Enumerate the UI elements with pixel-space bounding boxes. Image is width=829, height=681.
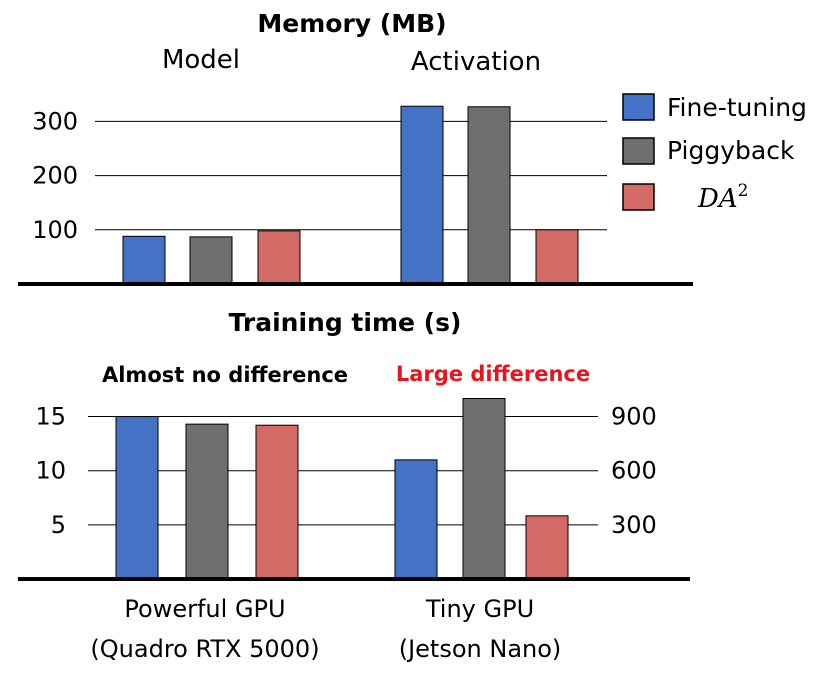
group-label-activation: Activation <box>411 47 541 77</box>
legend: Fine-tuning Piggyback DA2 <box>622 93 807 214</box>
legend-label-fine-tuning: Fine-tuning <box>667 93 807 122</box>
memory-bar-model-fine-tuning <box>122 235 166 285</box>
legend-label-piggyback: Piggyback <box>667 136 795 165</box>
legend-swatch-piggyback <box>622 137 655 165</box>
training-chart-title: Training time (s) <box>229 308 462 337</box>
training-left-ytick-10: 10 <box>35 457 66 485</box>
memory-ytick-200: 200 <box>32 162 78 190</box>
group-label-model: Model <box>162 45 240 75</box>
memory-bar-model-da2 <box>257 230 301 285</box>
memory-bar-model-piggyback <box>189 236 233 285</box>
memory-bar-activation-da2 <box>535 229 579 285</box>
memory-bar-activation-fine-tuning <box>400 105 444 285</box>
training-bar-powerful-gpu-piggyback <box>185 423 229 580</box>
legend-label-da2: DA2 <box>697 181 748 214</box>
legend-label-da2-superscript: 2 <box>738 181 749 201</box>
legend-label-da2-base: DA <box>697 184 738 214</box>
annotation-almost-no-difference: Almost no difference <box>102 363 348 387</box>
memory-ytick-100: 100 <box>32 216 78 244</box>
category-detail-jetson: (Jetson Nano) <box>399 635 562 663</box>
bars <box>115 105 579 580</box>
training-bar-powerful-gpu-fine-tuning <box>115 416 159 580</box>
memory-bar-activation-piggyback <box>467 106 511 285</box>
training-right-ytick-900: 900 <box>611 403 657 431</box>
category-label-tiny-gpu: Tiny GPU <box>425 595 534 623</box>
training-left-ytick-5: 5 <box>51 511 66 539</box>
training-bar-tiny-gpu-fine-tuning <box>394 459 438 580</box>
annotation-large-difference: Large difference <box>396 362 590 386</box>
training-right-ytick-600: 600 <box>611 457 657 485</box>
memory-ytick-300: 300 <box>32 107 78 135</box>
training-bar-tiny-gpu-piggyback <box>462 398 506 580</box>
gridlines <box>88 120 607 526</box>
training-left-ytick-15: 15 <box>35 403 66 431</box>
memory-chart-title: Memory (MB) <box>257 9 446 38</box>
category-detail-quadro: (Quadro RTX 5000) <box>90 635 319 663</box>
training-bar-tiny-gpu-da2 <box>525 515 569 580</box>
axes: 100 200 300 5 10 15 300 600 900 <box>18 107 693 581</box>
training-right-ytick-300: 300 <box>611 511 657 539</box>
legend-swatch-da2 <box>622 183 655 211</box>
training-bar-powerful-gpu-da2 <box>255 424 299 580</box>
category-label-powerful-gpu: Powerful GPU <box>124 595 285 623</box>
legend-swatch-fine-tuning <box>622 93 655 121</box>
